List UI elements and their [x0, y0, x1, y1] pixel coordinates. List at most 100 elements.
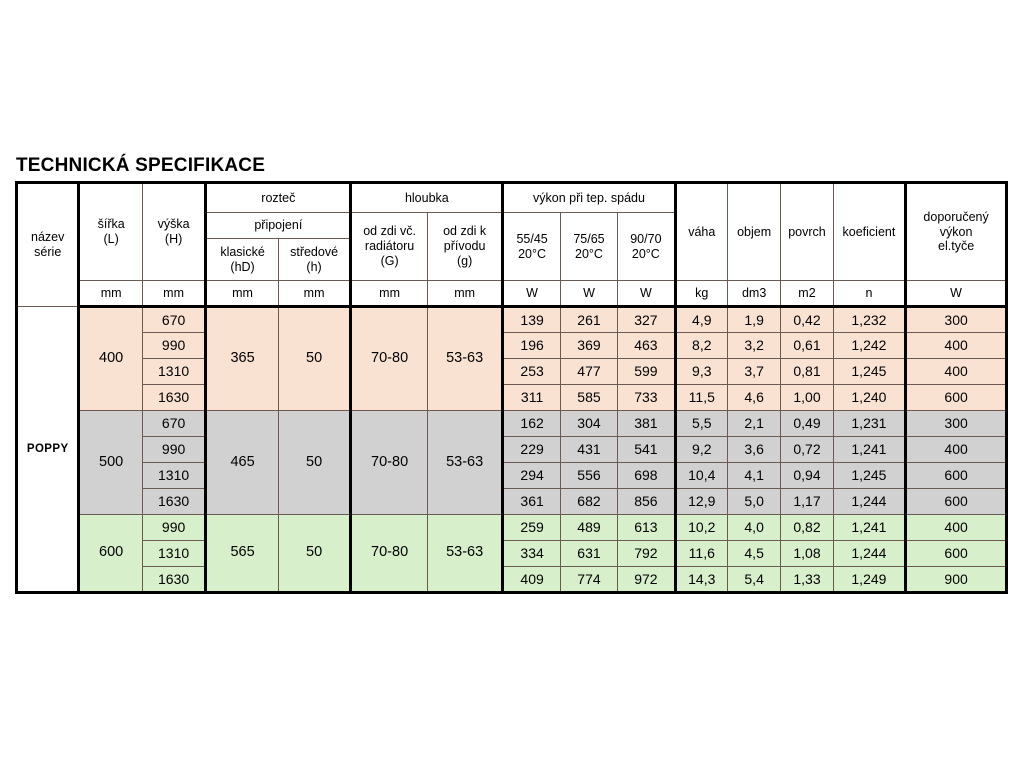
header-vaha-label: váha [688, 224, 716, 239]
unit-doporuceny-vykon: W [904, 280, 1008, 308]
row-height: 990 [141, 332, 207, 359]
cell-povrch: 0,49 [780, 410, 834, 437]
cell-w9070: 792 [617, 540, 676, 567]
cell-objem: 4,5 [726, 540, 782, 567]
header-temp-9070-ambient: 20°C [631, 246, 660, 261]
cell-koeficient: 1,241 [832, 514, 907, 541]
cell-vaha: 8,2 [673, 332, 728, 359]
header-koeficient: koeficient [832, 182, 907, 281]
block-hloubka-radiatoru: 70-80 [349, 306, 428, 411]
cell-doporuceny-vykon: 400 [904, 358, 1008, 385]
header-odzdi-radiatoru-line2: radiátoru [364, 239, 415, 254]
cell-w7565: 304 [559, 410, 619, 437]
cell-povrch: 1,33 [780, 566, 834, 593]
unit-temp-7565: W [559, 280, 619, 308]
cell-w9070: 327 [617, 306, 676, 333]
header-temp-5545-value: 55/45 [516, 231, 548, 246]
block-width: 400 [77, 306, 143, 411]
cell-vaha: 9,2 [673, 436, 728, 463]
header-temp-7565-value: 75/65 [573, 231, 605, 246]
header-odzdi-privodu-line2: přívodu [443, 239, 486, 254]
cell-povrch: 0,94 [780, 462, 834, 489]
cell-koeficient: 1,241 [832, 436, 907, 463]
header-width: šířka (L) [77, 182, 143, 281]
block-roztec-stredove: 50 [277, 306, 352, 411]
cell-koeficient: 1,231 [832, 410, 907, 437]
block-hloubka-radiatoru: 70-80 [349, 514, 428, 593]
unit-temp-5545: W [501, 280, 561, 308]
header-koeficient-label: koeficient [842, 224, 896, 239]
block-roztec-klasicke: 565 [204, 514, 279, 593]
table-row: 1310 294 556 698 10,4 4,1 0,94 1,245 600 [17, 462, 1008, 489]
table-row: 1630 409 774 972 14,3 5,4 1,33 1,249 900 [17, 566, 1008, 593]
header-doporuceny-vykon: doporučený výkon el.tyče [904, 182, 1008, 281]
table-row: 990 229 431 541 9,2 3,6 0,72 1,241 400 [17, 436, 1008, 463]
header-klasicke-code: (hD) [230, 259, 255, 274]
cell-koeficient: 1,249 [832, 566, 907, 593]
cell-koeficient: 1,242 [832, 332, 907, 359]
cell-objem: 5,0 [726, 488, 782, 515]
cell-doporuceny-vykon: 400 [904, 436, 1008, 463]
header-odzdi-privodu-line1: od zdi k [443, 224, 487, 239]
table-row: 1310 334 631 792 11,6 4,5 1,08 1,244 600 [17, 540, 1008, 567]
header-width-line2: (L) [103, 232, 119, 246]
unit-objem: dm3 [726, 280, 782, 308]
cell-doporuceny-vykon: 600 [904, 462, 1008, 489]
header-series-name-line2: série [34, 245, 62, 259]
header-width-line1: šířka [97, 217, 125, 232]
cell-w5545: 259 [501, 514, 561, 541]
cell-povrch: 0,82 [780, 514, 834, 541]
technical-specification-table: název série šířka (L) výška (H) rozteč h… [14, 181, 1008, 594]
block-roztec-stredove: 50 [277, 410, 352, 515]
cell-povrch: 0,72 [780, 436, 834, 463]
header-temp-7565: 75/65 20°C [559, 212, 619, 281]
cell-w7565: 631 [559, 540, 619, 567]
cell-w5545: 196 [501, 332, 561, 359]
block-roztec-klasicke: 365 [204, 306, 279, 411]
cell-vaha: 5,5 [673, 410, 728, 437]
header-sub-pripojeni: připojení [204, 212, 352, 239]
cell-w5545: 311 [501, 384, 561, 411]
cell-doporuceny-vykon: 300 [904, 306, 1008, 333]
header-series-name: název série [14, 182, 80, 307]
unit-temp-9070: W [617, 280, 676, 308]
cell-vaha: 12,9 [673, 488, 728, 515]
header-height-line2: (H) [164, 232, 183, 246]
cell-vaha: 10,4 [673, 462, 728, 489]
row-height: 1630 [141, 488, 207, 515]
header-vaha: váha [673, 182, 728, 281]
block-hloubka-privodu: 53-63 [426, 514, 504, 593]
cell-objem: 2,1 [726, 410, 782, 437]
cell-w5545: 409 [501, 566, 561, 593]
cell-doporuceny-vykon: 300 [904, 410, 1008, 437]
cell-doporuceny-vykon: 900 [904, 566, 1008, 593]
cell-w7565: 489 [559, 514, 619, 541]
row-height: 990 [141, 514, 207, 541]
table-row: 1630 361 682 856 12,9 5,0 1,17 1,244 600 [17, 488, 1008, 515]
page-title: TECHNICKÁ SPECIFIKACE [16, 155, 266, 176]
header-stredove-label: středové [290, 244, 339, 259]
header-doporuceny-line2: výkon [939, 224, 973, 239]
cell-w9070: 972 [617, 566, 676, 593]
header-odzdi-privodu-code: (g) [456, 253, 473, 268]
cell-vaha: 11,5 [673, 384, 728, 411]
cell-koeficient: 1,245 [832, 358, 907, 385]
cell-objem: 3,2 [726, 332, 782, 359]
cell-koeficient: 1,240 [832, 384, 907, 411]
header-objem: objem [726, 182, 782, 281]
unit-povrch: m2 [780, 280, 834, 308]
cell-w7565: 477 [559, 358, 619, 385]
header-row-sub1: připojení od zdi vč. radiátoru (G) od zd… [17, 212, 1007, 281]
unit-vaha: kg [673, 280, 728, 308]
row-height: 1310 [141, 358, 207, 385]
header-series-name-line1: název [31, 230, 65, 245]
cell-koeficient: 1,245 [832, 462, 907, 489]
cell-w9070: 463 [617, 332, 676, 359]
row-height: 1630 [141, 566, 207, 593]
row-height: 1310 [141, 540, 207, 567]
header-odzdi-radiatoru-code: (G) [380, 253, 399, 268]
cell-w9070: 856 [617, 488, 676, 515]
unit-koeficient: n [832, 280, 907, 308]
cell-objem: 3,6 [726, 436, 782, 463]
